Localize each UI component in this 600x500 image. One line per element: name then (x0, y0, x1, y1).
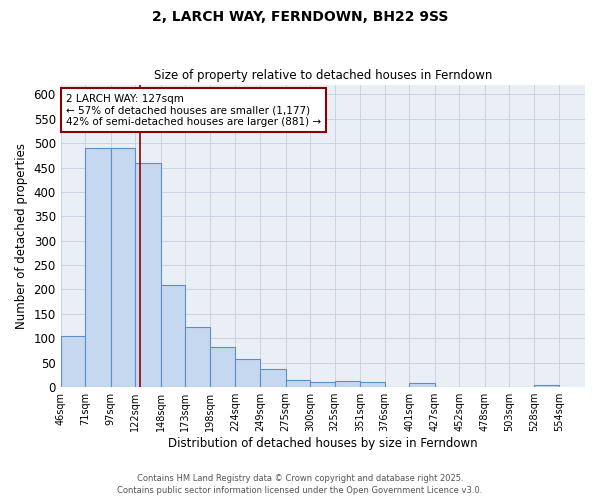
Text: 2, LARCH WAY, FERNDOWN, BH22 9SS: 2, LARCH WAY, FERNDOWN, BH22 9SS (152, 10, 448, 24)
Text: 2 LARCH WAY: 127sqm
← 57% of detached houses are smaller (1,177)
42% of semi-det: 2 LARCH WAY: 127sqm ← 57% of detached ho… (66, 94, 321, 127)
Bar (360, 382, 385, 387)
Bar (210, 346, 235, 387)
Y-axis label: Number of detached properties: Number of detached properties (15, 143, 28, 329)
Bar (61, 336, 85, 387)
Bar (335, 381, 360, 387)
Bar (185, 327, 210, 387)
Bar (534, 384, 559, 387)
Bar (235, 360, 260, 387)
Bar (310, 382, 335, 387)
Bar (135, 162, 161, 387)
X-axis label: Distribution of detached houses by size in Ferndown: Distribution of detached houses by size … (168, 437, 478, 450)
Title: Size of property relative to detached houses in Ferndown: Size of property relative to detached ho… (154, 69, 492, 82)
Bar (85, 148, 111, 387)
Bar (111, 148, 135, 387)
Text: Contains HM Land Registry data © Crown copyright and database right 2025.
Contai: Contains HM Land Registry data © Crown c… (118, 474, 482, 495)
Bar (286, 380, 310, 387)
Bar (260, 368, 286, 387)
Bar (161, 284, 185, 387)
Bar (409, 383, 435, 387)
